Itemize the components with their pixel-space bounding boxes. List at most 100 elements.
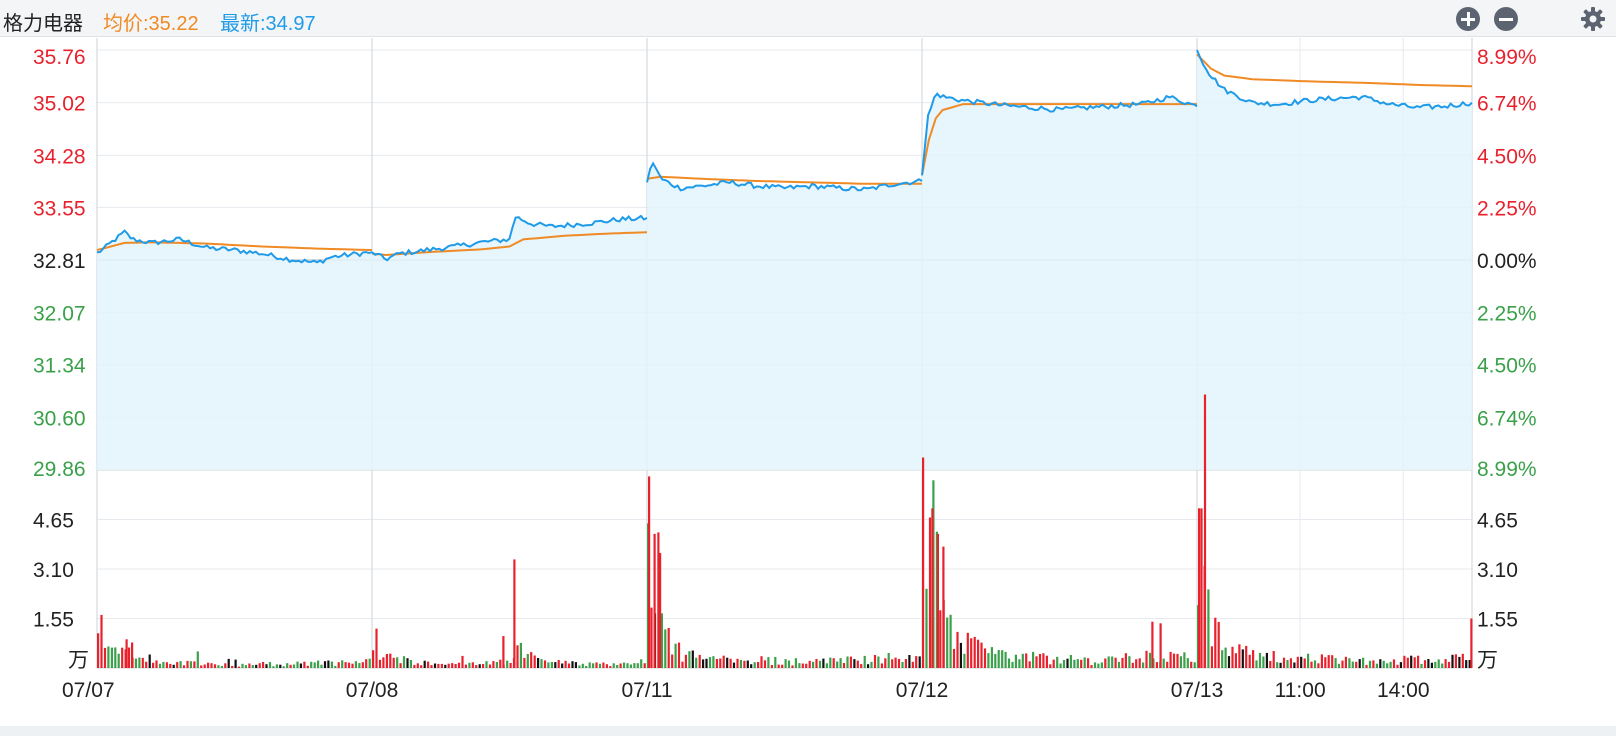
volume-bar	[196, 651, 199, 668]
settings-button[interactable]	[1580, 6, 1606, 32]
volume-bar	[1406, 657, 1409, 668]
volume-bar	[320, 664, 323, 668]
volume-bar	[1214, 617, 1217, 668]
volume-bar	[1080, 659, 1083, 668]
volume-bar	[127, 647, 131, 668]
volume-bar	[767, 657, 770, 668]
gear-icon	[1581, 7, 1605, 31]
volume-bar	[1327, 655, 1330, 668]
volume-bar	[152, 662, 155, 668]
volume-bar	[262, 662, 265, 668]
volume-bar	[1231, 646, 1234, 668]
volume-bar	[492, 661, 495, 668]
volume-bar	[1221, 650, 1224, 668]
x-tick-label: 07/12	[896, 679, 949, 702]
volume-bar	[815, 659, 818, 668]
volume-bar	[368, 658, 371, 668]
volume-bar	[420, 665, 423, 668]
volume-bar	[1042, 653, 1045, 668]
volume-bar	[1151, 621, 1154, 668]
volume-bar	[1018, 659, 1021, 668]
volume-bar	[131, 642, 134, 668]
volume-bar	[148, 654, 151, 668]
volume-bar	[1176, 653, 1179, 668]
volume-bar	[444, 664, 447, 668]
volume-bar	[1382, 660, 1385, 668]
volume-bar	[341, 660, 344, 668]
volume-bar	[829, 657, 832, 668]
volume-bar	[554, 662, 557, 668]
volume-bar	[1234, 653, 1237, 668]
volume-bar	[471, 662, 474, 668]
volume-bar	[561, 663, 564, 668]
volume-bar	[746, 660, 749, 668]
volume-bar	[406, 658, 409, 668]
volume-bar	[832, 658, 835, 668]
volume-bar	[1052, 659, 1055, 668]
volume-bar	[808, 660, 811, 668]
volume-bar	[616, 665, 619, 668]
volume-bar	[1392, 659, 1396, 668]
volume-bar	[114, 647, 117, 668]
volume-bar	[1114, 657, 1117, 668]
price-tick-label: 32.81	[33, 250, 86, 273]
volume-bar	[777, 664, 780, 668]
volume-bar	[289, 664, 292, 668]
price-area-day-4	[922, 93, 1197, 470]
volume-bar	[726, 657, 729, 668]
volume-bar	[224, 663, 227, 668]
volume-bar	[674, 643, 677, 668]
volume-bar	[1368, 660, 1372, 668]
volume-bar	[801, 663, 804, 668]
volume-bar	[296, 661, 299, 668]
volume-bar	[997, 650, 1000, 668]
volume-bar	[1203, 565, 1206, 668]
volume-bar	[880, 663, 883, 668]
volume-bar	[447, 663, 450, 668]
volume-bar	[1198, 508, 1201, 668]
volume-bar	[550, 662, 553, 668]
volume-bar	[1399, 662, 1402, 668]
volume-bar	[1135, 659, 1138, 668]
zoom-in-button[interactable]	[1456, 7, 1480, 31]
volume-bar	[107, 646, 110, 668]
volume-bar	[959, 642, 962, 668]
volume-bar	[241, 663, 244, 668]
volume-bar	[523, 657, 526, 668]
volume-bar	[588, 662, 591, 668]
volume-bar	[636, 663, 639, 668]
volume-bar	[1190, 661, 1193, 668]
footer-strip	[0, 726, 1616, 736]
percent-tick-label: 4.50%	[1477, 145, 1537, 168]
volume-bar	[347, 662, 351, 668]
volume-bar	[867, 664, 870, 668]
volume-bar	[918, 656, 921, 668]
volume-bar	[1372, 660, 1375, 668]
volume-bar	[1238, 644, 1241, 668]
volume-bar	[774, 657, 777, 668]
volume-bar	[695, 657, 698, 668]
volume-bar	[265, 664, 268, 668]
intraday-chart[interactable]: 35.76 8.99% 35.02 6.74% 34.28 4.50% 33.55 2.25%…	[0, 38, 1616, 726]
volume-bar	[1049, 664, 1052, 668]
volume-bar	[987, 653, 990, 668]
volume-bar	[836, 661, 839, 668]
volume-bar	[1062, 660, 1066, 668]
volume-bar	[763, 660, 767, 668]
volume-bar	[908, 655, 911, 668]
volume-bar	[1059, 663, 1062, 668]
volume-bar	[1193, 662, 1196, 668]
volume-bar	[592, 663, 595, 668]
volume-bar	[794, 658, 797, 668]
zoom-out-button[interactable]	[1494, 7, 1518, 31]
volume-bar	[530, 652, 533, 668]
volume-bar	[791, 665, 794, 668]
volume-bar	[237, 666, 241, 668]
volume-bar	[722, 655, 725, 668]
volume-bar	[915, 656, 918, 668]
volume-bar	[169, 663, 172, 668]
average-price-line-day-2	[371, 231, 648, 257]
price-tick-label: 32.07	[33, 303, 86, 326]
volume-bar	[402, 656, 406, 668]
volume-bar	[633, 663, 636, 668]
